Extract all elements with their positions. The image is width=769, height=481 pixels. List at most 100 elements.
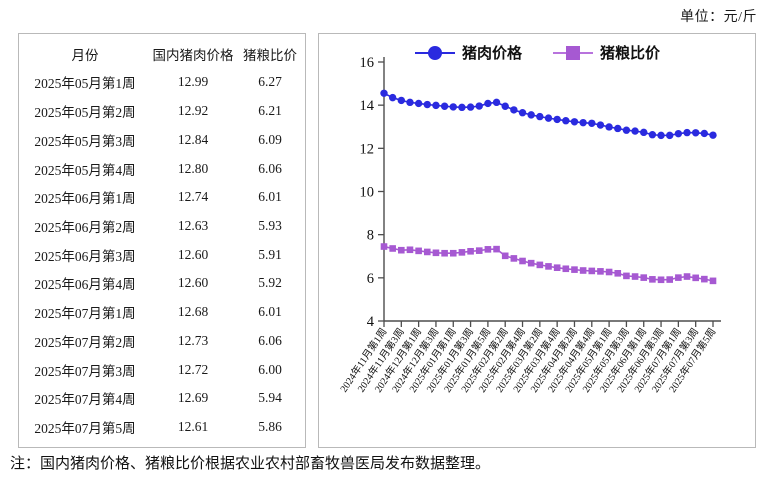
cell-pork-price: 12.69 <box>177 390 209 406</box>
data-point <box>406 246 414 254</box>
table-row: 2025年05月第4周 12.80 6.06 <box>19 159 305 179</box>
chart-panel: 16 14 12 10 8 6 4 2024年11月第1周 2024年11月第3周 2024年12… <box>318 33 756 448</box>
cell-pork-price: 12.92 <box>177 103 209 119</box>
data-point <box>666 131 674 140</box>
data-point <box>492 98 501 107</box>
data-point <box>640 274 648 281</box>
legend-marker-square-icon <box>553 45 593 60</box>
data-point <box>414 99 423 108</box>
data-point <box>510 255 518 262</box>
data-point <box>631 127 639 135</box>
cell-week: 2025年07月第2周 <box>34 334 136 350</box>
data-point <box>449 103 457 111</box>
cell-ratio: 5.94 <box>258 390 282 406</box>
cell-ratio: 6.01 <box>258 304 282 320</box>
data-point <box>666 276 674 283</box>
y-tick-label: 4 <box>367 314 375 330</box>
data-point <box>683 128 691 137</box>
data-point <box>623 272 630 280</box>
cell-ratio: 5.92 <box>258 275 282 291</box>
data-point <box>674 129 683 138</box>
y-tick-label: 10 <box>360 185 375 201</box>
data-point <box>596 121 605 129</box>
data-point <box>648 131 657 139</box>
data-point <box>605 123 613 131</box>
cell-week: 2025年06月第1周 <box>34 191 136 207</box>
data-point <box>423 248 431 256</box>
cell-ratio: 6.09 <box>258 131 282 147</box>
data-point <box>536 112 544 121</box>
cell-week: 2025年07月第5周 <box>34 421 136 437</box>
table-row: 2025年07月第1周 12.68 6.01 <box>19 302 305 322</box>
data-point <box>588 119 596 127</box>
data-point <box>614 270 622 277</box>
data-point <box>493 245 500 253</box>
cell-pork-price: 12.80 <box>177 160 209 176</box>
data-point <box>562 265 570 273</box>
data-point <box>545 263 552 270</box>
cell-week: 2025年07月第3周 <box>34 363 136 379</box>
data-point <box>692 274 699 282</box>
cell-pork-price: 12.63 <box>177 218 209 234</box>
data-point <box>519 257 526 265</box>
data-point <box>484 99 492 108</box>
data-point <box>657 276 665 284</box>
y-tick-label: 6 <box>367 271 374 287</box>
table-header-month: 月份 <box>71 47 99 63</box>
cell-pork-price: 12.74 <box>177 189 209 205</box>
cell-ratio: 5.91 <box>258 246 282 262</box>
data-point <box>415 247 422 255</box>
data-point <box>614 124 622 133</box>
cell-ratio: 5.86 <box>258 419 282 435</box>
cell-pork-price: 12.99 <box>177 74 209 90</box>
cell-week: 2025年06月第4周 <box>34 277 136 293</box>
data-point <box>597 268 604 275</box>
cell-week: 2025年05月第2周 <box>34 105 136 121</box>
data-point <box>683 273 691 280</box>
data-point <box>467 247 474 255</box>
table-row: 2025年07月第2周 12.73 6.06 <box>19 331 305 351</box>
chart-svg: 161412108642024年11月第1周2024年11月第3周2024年12… <box>337 55 721 395</box>
data-point <box>441 249 448 257</box>
cell-pork-price: 12.60 <box>177 246 209 262</box>
data-point <box>449 249 457 257</box>
cell-week: 2025年05月第4周 <box>34 162 136 178</box>
table-row: 2025年06月第4周 12.60 5.92 <box>19 273 305 293</box>
unit-label: 单位：元/斤 <box>680 10 757 25</box>
chart-legend: 猪肉价格 猪粮比价 <box>319 42 755 63</box>
y-tick-label: 8 <box>367 228 374 244</box>
data-point <box>700 129 709 138</box>
data-point <box>553 115 561 124</box>
cell-pork-price: 12.84 <box>177 131 209 147</box>
data-point <box>440 102 449 110</box>
cell-week: 2025年05月第3周 <box>34 133 136 149</box>
y-tick-label: 12 <box>360 141 375 157</box>
table-row: 2025年05月第3周 12.84 6.09 <box>19 130 305 150</box>
cell-ratio: 6.00 <box>258 361 282 377</box>
data-point <box>397 96 406 105</box>
cell-ratio: 5.93 <box>258 218 282 234</box>
data-point <box>579 118 587 127</box>
cell-ratio: 6.06 <box>258 160 282 176</box>
data-point <box>709 277 717 285</box>
cell-pork-price: 12.72 <box>177 361 209 377</box>
data-point <box>640 128 648 137</box>
data-point <box>649 276 656 283</box>
table-header-row: 月份 国内猪肉价格 猪粮比价 <box>19 44 305 64</box>
cell-week: 2025年07月第4周 <box>34 392 136 408</box>
legend-item-pork-price: 猪肉价格 <box>414 42 522 63</box>
series-ratio <box>380 243 717 285</box>
y-tick-label: 14 <box>360 98 375 114</box>
data-point <box>475 247 483 254</box>
table-header-ratio: 猪粮比价 <box>243 47 297 63</box>
data-point <box>622 126 631 134</box>
price-table-panel: 月份 国内猪肉价格 猪粮比价 2025年05月第1周 12.99 6.27 2025年… <box>18 33 306 448</box>
cell-ratio: 6.01 <box>258 189 282 205</box>
data-point <box>380 89 388 97</box>
data-point <box>501 252 509 260</box>
data-point <box>380 243 388 250</box>
cell-week: 2025年06月第2周 <box>34 220 136 236</box>
data-point <box>631 273 639 280</box>
data-point <box>709 131 717 139</box>
